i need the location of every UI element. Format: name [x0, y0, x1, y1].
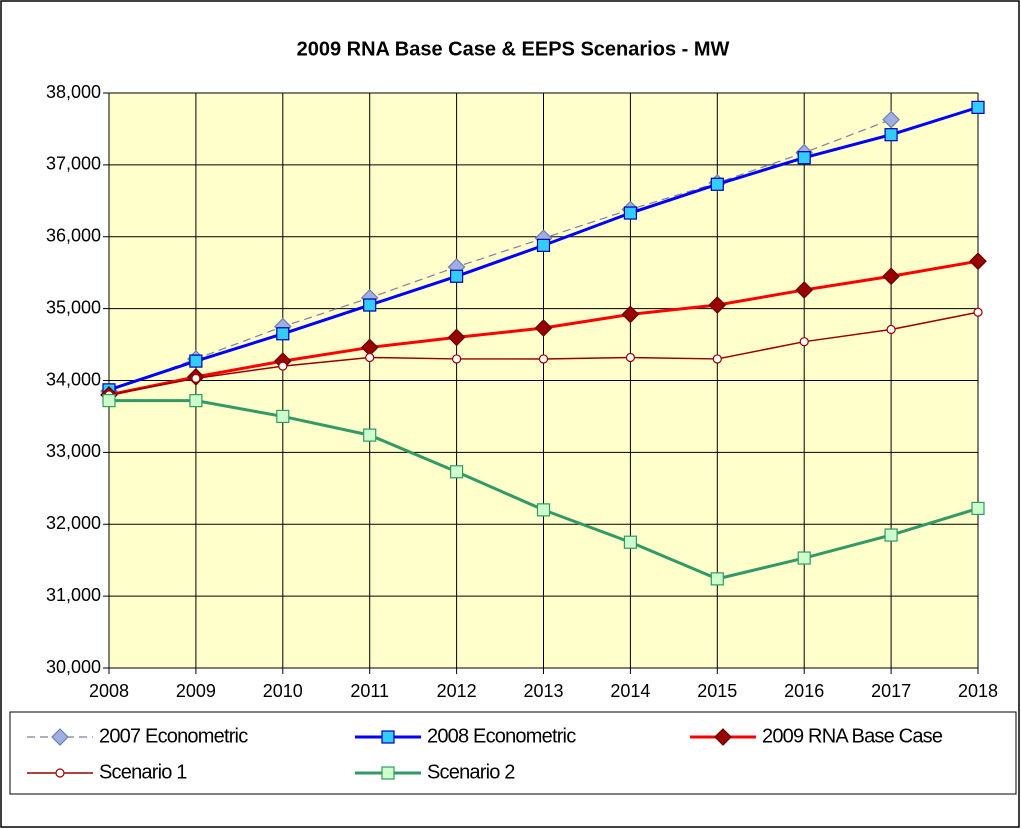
marker: [534, 319, 553, 337]
marker: [623, 206, 638, 220]
marker: [189, 354, 203, 368]
marker: [365, 352, 375, 363]
series-line: [108, 119, 892, 392]
x-tick-label: 2010: [263, 681, 303, 701]
y-tick-label: 37,000: [46, 154, 101, 174]
marker: [189, 394, 203, 408]
y-tick-label: 33,000: [46, 441, 101, 461]
marker: [536, 238, 551, 252]
marker: [799, 337, 809, 347]
marker: [708, 296, 727, 314]
y-tick-label: 32,000: [46, 513, 101, 533]
y-tick-label: 34,000: [46, 369, 101, 389]
legend-label: 2009 RNA Base Case: [762, 725, 943, 747]
legend-label: Scenario 1: [99, 761, 187, 783]
marker: [621, 305, 640, 324]
marker: [623, 535, 638, 549]
x-tick-label: 2014: [610, 681, 650, 701]
y-tick-label: 35,000: [46, 297, 101, 317]
marker: [886, 324, 896, 335]
marker: [884, 128, 898, 142]
marker: [710, 177, 724, 191]
legend-marker: [51, 728, 69, 746]
legend-box: [9, 711, 1017, 795]
marker: [973, 307, 983, 317]
x-tick-label: 2013: [523, 681, 563, 701]
x-tick-label: 2008: [89, 681, 129, 701]
marker: [882, 267, 900, 286]
x-tick-label: 2012: [437, 681, 477, 701]
x-tick-label: 2011: [350, 681, 389, 701]
chart-title: 2009 RNA Base Case & EEPS Scenarios - MW: [297, 38, 730, 60]
marker: [447, 328, 466, 347]
legend-marker: [381, 730, 395, 744]
marker: [191, 373, 201, 383]
x-tick-label: 2009: [176, 681, 216, 701]
marker: [882, 110, 900, 129]
x-tick-label: 2017: [871, 681, 911, 701]
marker: [363, 428, 377, 442]
marker: [712, 354, 722, 364]
marker: [102, 394, 116, 408]
marker: [536, 503, 551, 517]
marker: [797, 151, 811, 165]
legend-marker: [55, 768, 65, 778]
legend-label: 2007 Econometric: [99, 725, 248, 747]
x-tick-label: 2018: [958, 681, 998, 701]
x-tick-label: 2016: [784, 681, 824, 701]
marker: [450, 269, 464, 283]
legend-label: 2008 Econometric: [427, 725, 576, 747]
marker: [363, 298, 377, 312]
y-tick-label: 31,000: [46, 585, 101, 605]
marker: [625, 352, 636, 363]
marker: [278, 361, 288, 371]
marker: [884, 528, 898, 542]
y-tick-label: 38,000: [46, 82, 101, 102]
marker: [538, 354, 549, 364]
marker: [276, 409, 290, 424]
legend-marker: [714, 728, 732, 746]
marker: [710, 572, 724, 586]
marker: [452, 354, 462, 364]
marker: [971, 100, 985, 114]
marker: [795, 281, 814, 299]
legend-marker: [381, 766, 395, 780]
marker: [797, 551, 811, 565]
y-tick-label: 36,000: [46, 226, 101, 246]
x-tick-label: 2015: [697, 681, 737, 701]
marker: [450, 465, 464, 479]
legend-label: Scenario 2: [427, 761, 515, 783]
marker: [969, 252, 987, 271]
marker: [276, 327, 290, 341]
marker: [971, 501, 985, 516]
y-tick-label: 30,000: [46, 657, 101, 677]
